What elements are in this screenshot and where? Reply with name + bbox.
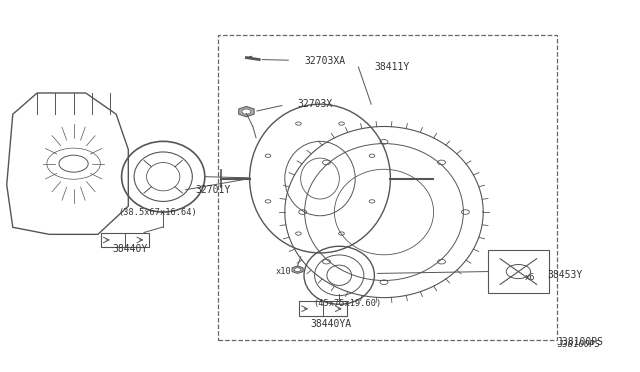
Bar	[300, 301, 348, 316]
Text: 32703XA: 32703XA	[304, 57, 345, 66]
Bar	[101, 232, 148, 247]
Text: 38440YA: 38440YA	[310, 319, 351, 328]
Text: 32701Y: 32701Y	[195, 185, 230, 195]
Text: (45x75x19.60): (45x75x19.60)	[314, 299, 382, 308]
Text: 32703X: 32703X	[298, 99, 333, 109]
Bar	[488, 250, 549, 293]
Circle shape	[242, 109, 251, 114]
Text: 38453Y: 38453Y	[547, 270, 582, 280]
Text: x10: x10	[275, 267, 291, 276]
Text: 38440Y: 38440Y	[112, 244, 147, 254]
Bar	[218, 35, 557, 340]
Polygon shape	[239, 106, 254, 117]
Circle shape	[294, 268, 301, 272]
Text: J38100PS: J38100PS	[557, 337, 604, 347]
Polygon shape	[292, 266, 303, 273]
Text: J38100PS: J38100PS	[557, 340, 600, 349]
Text: (38.5x67x16.64): (38.5x67x16.64)	[118, 208, 197, 217]
Text: x6: x6	[525, 273, 535, 282]
Text: 38411Y: 38411Y	[374, 62, 410, 72]
